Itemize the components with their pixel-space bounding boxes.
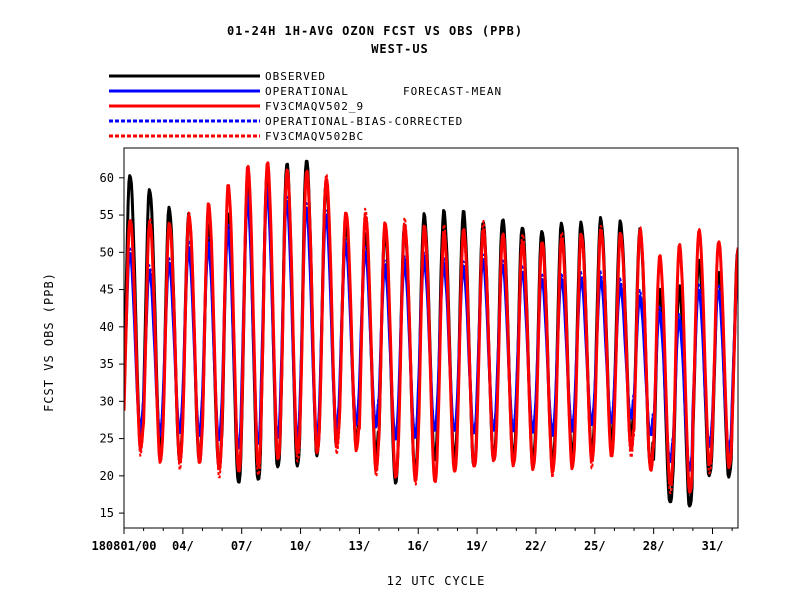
- y-tick-label: 60: [100, 171, 114, 185]
- series-line-fv3cmaqv502bc: [124, 163, 738, 495]
- legend-label-observed: OBSERVED: [265, 70, 326, 83]
- y-tick-label: 30: [100, 394, 114, 408]
- x-tick-label: 25/: [584, 539, 606, 553]
- x-tick-label: 31/: [702, 539, 724, 553]
- x-tick-label: 04/: [172, 539, 194, 553]
- legend: FORECAST-MEAN OBSERVED OPERATIONAL FV3CMAQ…: [109, 70, 502, 143]
- x-tick-label: 28/: [643, 539, 665, 553]
- x-tick-label: 10/: [290, 539, 312, 553]
- y-tick-label: 25: [100, 432, 114, 446]
- series-line-fv3cmaqv502-9: [124, 161, 738, 494]
- x-tick-label: 13/: [349, 539, 371, 553]
- x-tick-label: 19/: [466, 539, 488, 553]
- legend-label-fv3cmaqv502bc: FV3CMAQV502BC: [265, 130, 364, 143]
- legend-label-fv3cmaqv502-9: FV3CMAQV502_9: [265, 100, 364, 113]
- legend-forecast-mean-label: FORECAST-MEAN: [403, 85, 502, 98]
- legend-label-operational-bias-corrected: OPERATIONAL-BIAS-CORRECTED: [265, 115, 463, 128]
- y-tick-label: 15: [100, 506, 114, 520]
- x-tick-label: 22/: [525, 539, 547, 553]
- chart-subtitle: WEST-US: [371, 42, 429, 56]
- plot-frame: [123, 147, 739, 529]
- chart-title: 01-24H 1H-AVG OZON FCST VS OBS (PPB): [227, 24, 523, 38]
- y-tick-label: 20: [100, 469, 114, 483]
- legend-label-operational: OPERATIONAL: [265, 85, 349, 98]
- y-tick-label: 45: [100, 283, 114, 297]
- x-axis-label: 12 UTC CYCLE: [387, 574, 486, 588]
- y-tick-label: 55: [100, 208, 114, 222]
- x-tick-label: 180801/00: [91, 539, 156, 553]
- x-tick-label: 16/: [407, 539, 429, 553]
- y-tick-label: 35: [100, 357, 114, 371]
- y-axis-label: FCST VS OBS (PPB): [42, 272, 56, 412]
- y-tick-label: 40: [100, 320, 114, 334]
- x-tick-label: 07/: [231, 539, 253, 553]
- y-tick-label: 50: [100, 245, 114, 259]
